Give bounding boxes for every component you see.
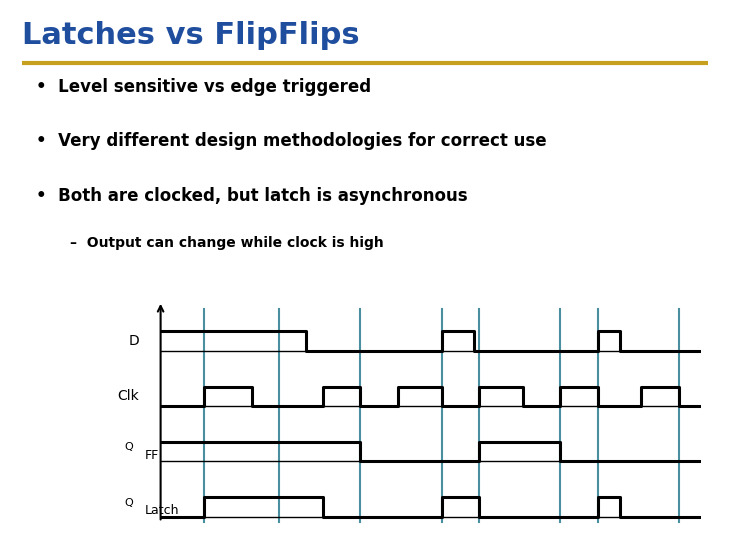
Text: Q: Q [125,498,134,508]
Text: D: D [128,334,139,348]
Text: •  Very different design methodologies for correct use: • Very different design methodologies fo… [36,132,546,150]
Text: Latches vs FlipFlips: Latches vs FlipFlips [22,21,359,50]
Text: Q: Q [125,443,134,452]
Text: FF: FF [145,449,158,462]
Text: –  Output can change while clock is high: – Output can change while clock is high [70,236,384,249]
Text: •  Level sensitive vs edge triggered: • Level sensitive vs edge triggered [36,78,371,96]
Text: Latch: Latch [145,504,179,517]
Text: •  Both are clocked, but latch is asynchronous: • Both are clocked, but latch is asynchr… [36,187,467,205]
Text: Clk: Clk [118,389,139,403]
